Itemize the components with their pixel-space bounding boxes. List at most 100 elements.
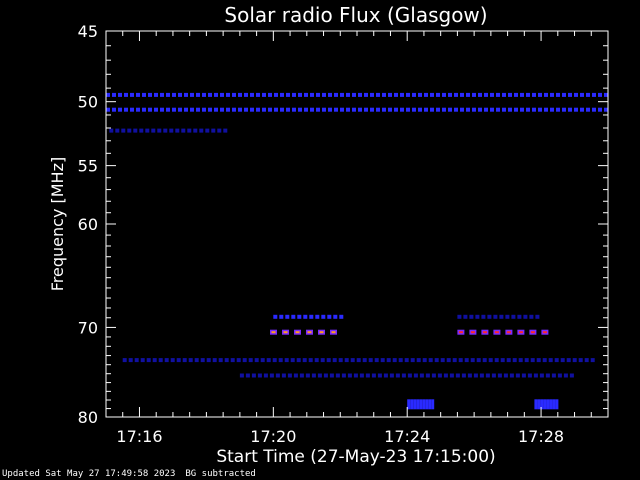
heatmap-cell (333, 314, 338, 319)
heatmap-cell (400, 92, 404, 97)
heatmap-cell-core (458, 331, 463, 334)
heatmap-cell (598, 92, 602, 97)
heatmap-cell (223, 128, 228, 133)
heatmap-cell (442, 92, 446, 97)
heatmap-cell (266, 358, 271, 363)
heatmap-cell (262, 92, 266, 97)
y-tick-label: 60 (78, 215, 98, 234)
y-tick-label: 50 (78, 93, 98, 112)
x-tick-label: 17:20 (250, 427, 296, 446)
heatmap-cell (251, 373, 256, 378)
heatmap-cell (232, 92, 236, 97)
heatmap-cell (151, 128, 156, 133)
heatmap-cell (436, 107, 440, 112)
heatmap-cell (124, 92, 128, 97)
heatmap-cell (172, 92, 176, 97)
heatmap-cell (556, 107, 560, 112)
heatmap-cell (268, 92, 272, 97)
heatmap-cell-core (319, 331, 324, 334)
heatmap-cell (434, 358, 439, 363)
heatmap-cell (604, 107, 608, 112)
heatmap-cell (463, 314, 468, 319)
heatmap-cell (362, 358, 367, 363)
heatmap-cell (422, 358, 427, 363)
heatmap-cell (425, 373, 430, 378)
heatmap-cell (418, 92, 422, 97)
heatmap-feature (106, 107, 608, 112)
heatmap-cell (134, 358, 139, 363)
heatmap-cell (286, 92, 290, 97)
heatmap-cell (326, 358, 331, 363)
heatmap-cell (238, 92, 242, 97)
heatmap-cell (556, 92, 560, 97)
heatmap-cell (532, 92, 536, 97)
heatmap-cell (404, 358, 409, 363)
heatmap-cell (505, 314, 510, 319)
heatmap-cell (461, 373, 466, 378)
heatmap-cell (106, 92, 110, 97)
heatmap-cell (550, 92, 554, 97)
heatmap-cell (413, 399, 417, 410)
heatmap-cell (448, 92, 452, 97)
heatmap-cell (496, 92, 500, 97)
heatmap-cell (574, 107, 578, 112)
heatmap-cell (448, 107, 452, 112)
heatmap-cell (311, 373, 316, 378)
heatmap-cell (317, 373, 322, 378)
heatmap-cell (410, 399, 414, 410)
heatmap-cell (484, 92, 488, 97)
heatmap-cell (560, 358, 565, 363)
heatmap-cell (250, 92, 254, 97)
heatmap-cell (484, 107, 488, 112)
heatmap-cell (202, 107, 206, 112)
heatmap-cell (184, 92, 188, 97)
heatmap-cell (291, 314, 296, 319)
heatmap-cell (493, 314, 498, 319)
heatmap-cell (290, 358, 295, 363)
heatmap-cell (292, 92, 296, 97)
heatmap-cell (206, 358, 211, 363)
heatmap-cell (494, 358, 499, 363)
heatmap-cell (515, 373, 520, 378)
heatmap-cell (388, 92, 392, 97)
heatmap-cell (555, 399, 559, 410)
y-tick-label: 70 (78, 318, 98, 337)
heatmap-cell (136, 107, 140, 112)
heatmap-cell (296, 358, 301, 363)
heatmap-cell (304, 92, 308, 97)
heatmap-cell (298, 92, 302, 97)
heatmap-cell (572, 358, 577, 363)
heatmap-cell (395, 373, 400, 378)
heatmap-cell (280, 107, 284, 112)
heatmap-cell (529, 314, 534, 319)
heatmap-cell (485, 373, 490, 378)
heatmap-cell (274, 92, 278, 97)
heatmap-cell (506, 358, 511, 363)
y-tick-label: 80 (78, 408, 98, 427)
heatmap-cell (530, 358, 535, 363)
heatmap-cell (410, 358, 415, 363)
heatmap-cell (136, 92, 140, 97)
heatmap-cell (287, 373, 292, 378)
heatmap-cell (546, 399, 550, 410)
heatmap-cell (297, 314, 302, 319)
updated-timestamp: Updated Sat May 27 17:49:58 2023 (2, 469, 176, 479)
heatmap-cell (428, 358, 433, 363)
heatmap-cell (344, 358, 349, 363)
heatmap-cell (316, 92, 320, 97)
heatmap-cell (382, 107, 386, 112)
heatmap-cell (205, 128, 210, 133)
heatmap-cell-core (494, 331, 499, 334)
heatmap-cell (478, 92, 482, 97)
heatmap-cell (491, 373, 496, 378)
heatmap-cell (272, 358, 277, 363)
heatmap-cell (106, 107, 110, 112)
heatmap-cell (364, 107, 368, 112)
heatmap-cell (338, 358, 343, 363)
heatmap-cell (479, 373, 484, 378)
heatmap-cell (157, 128, 162, 133)
heatmap-cell (190, 92, 194, 97)
y-tick-label: 55 (78, 157, 98, 176)
heatmap-cell (335, 373, 340, 378)
